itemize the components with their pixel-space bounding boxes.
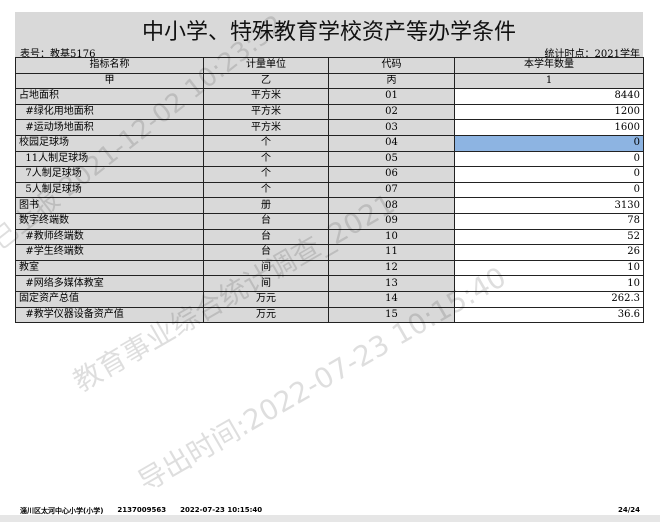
code: 14 <box>328 290 455 308</box>
value-cell[interactable]: 78 <box>454 212 644 230</box>
school-code: 2137009563 <box>117 506 167 514</box>
export-time: 2022-07-23 10:15:40 <box>180 506 263 514</box>
column-code: 1 <box>454 72 644 90</box>
table-row: 占地面积 平方米 01 8440 <box>15 88 644 105</box>
code: 09 <box>328 212 455 230</box>
code: 11 <box>328 244 455 261</box>
table-row: 教室间 12 10 <box>15 259 644 277</box>
unit: 万元 <box>203 306 329 324</box>
value-cell[interactable]: 1600 <box>454 119 644 136</box>
unit: 个 <box>203 134 329 152</box>
column-header: 计量单位 <box>203 57 329 74</box>
indicator-name: 教室 <box>15 259 204 277</box>
code: 12 <box>328 259 455 277</box>
unit: 册 <box>203 197 329 214</box>
column-code: 丙 <box>328 72 455 90</box>
school-name: 淄川区太河中心小学(小学) <box>20 507 104 515</box>
indicator-name: 5人制足球场 <box>15 181 204 199</box>
column-code-row: 甲 乙 丙 1 <box>15 72 644 90</box>
code: 13 <box>328 275 455 292</box>
value-cell[interactable]: 0 <box>454 150 644 168</box>
page-number: 24/24 <box>617 506 640 514</box>
unit: 平方米 <box>203 103 329 121</box>
report-header: 中小学、特殊教育学校资产等办学条件 表号：教基5176 统计时点：2021学年 <box>15 12 643 60</box>
code: 01 <box>328 88 455 105</box>
column-header: 本学年数量 <box>454 57 644 74</box>
table-row: 5人制足球场个 07 0 <box>15 181 644 199</box>
indicator-name: 占地面积 <box>15 88 204 105</box>
indicator-name: 固定资产总值 <box>15 290 204 308</box>
unit: 个 <box>203 181 329 199</box>
table-row: #教师终端数台 10 52 <box>15 228 644 246</box>
code: 03 <box>328 119 455 136</box>
value-cell[interactable]: 0 <box>454 181 644 199</box>
table-row: #学生终端数台 11 26 <box>15 244 644 261</box>
indicator-name: 数字终端数 <box>15 212 204 230</box>
indicator-name: #网络多媒体教室 <box>15 275 204 292</box>
code: 08 <box>328 197 455 214</box>
bottom-bar <box>0 515 660 522</box>
value-cell[interactable]: 3130 <box>454 197 644 214</box>
code: 07 <box>328 181 455 199</box>
indicator-name: #学生终端数 <box>15 244 204 261</box>
indicator-name: #绿化用地面积 <box>15 103 204 121</box>
value-cell[interactable]: 0 <box>454 134 644 152</box>
value-cell[interactable]: 26 <box>454 244 644 261</box>
unit: 台 <box>203 228 329 246</box>
value-cell[interactable]: 10 <box>454 259 644 277</box>
value-cell[interactable]: 10 <box>454 275 644 292</box>
code: 10 <box>328 228 455 246</box>
indicator-name: 校园足球场 <box>15 134 204 152</box>
form-number: 表号：教基5176 <box>20 49 96 60</box>
code: 04 <box>328 134 455 152</box>
value-cell[interactable]: 0 <box>454 166 644 183</box>
indicator-name: 11人制足球场 <box>15 150 204 168</box>
indicator-name: #教学仪器设备资产值 <box>15 306 204 324</box>
value-cell[interactable]: 52 <box>454 228 644 246</box>
value-cell[interactable]: 1200 <box>454 103 644 121</box>
indicator-name: #运动场地面积 <box>15 119 204 136</box>
table-row: 数字终端数台 09 78 <box>15 212 644 230</box>
page-footer: 淄川区太河中心小学(小学) 2137009563 2022-07-23 10:1… <box>20 506 262 516</box>
unit: 台 <box>203 244 329 261</box>
value-cell[interactable]: 36.6 <box>454 306 644 324</box>
indicator-name: #教师终端数 <box>15 228 204 246</box>
unit: 万元 <box>203 290 329 308</box>
unit: 个 <box>203 150 329 168</box>
unit: 间 <box>203 259 329 277</box>
table-row: 7人制足球场个 06 0 <box>15 166 644 183</box>
unit: 台 <box>203 212 329 230</box>
unit: 个 <box>203 166 329 183</box>
column-code: 甲 <box>15 72 204 90</box>
table-row: 校园足球场个 04 0 <box>15 134 644 152</box>
column-header: 代码 <box>328 57 455 74</box>
report-table: 指标名称 计量单位 代码 本学年数量 甲 乙 丙 1 占地面积 平方米 01 8440… <box>15 57 644 324</box>
report-title: 中小学、特殊教育学校资产等办学条件 <box>141 20 516 45</box>
indicator-name: 图书 <box>15 197 204 214</box>
column-code: 乙 <box>203 72 329 90</box>
table-row: #绿化用地面积 平方米 02 1200 <box>15 103 644 121</box>
table-row: 图书册 08 3130 <box>15 197 644 214</box>
code: 05 <box>328 150 455 168</box>
table-row: 11人制足球场个 05 0 <box>15 150 644 168</box>
value-cell[interactable]: 262.3 <box>454 290 644 308</box>
table-row: #运动场地面积 平方米 03 1600 <box>15 119 644 136</box>
table-row: #网络多媒体教室间 13 10 <box>15 275 644 292</box>
code: 02 <box>328 103 455 121</box>
code: 06 <box>328 166 455 183</box>
table-row: 固定资产总值 万元 14 262.3 <box>15 290 644 308</box>
header-row: 指标名称 计量单位 代码 本学年数量 <box>15 57 644 74</box>
indicator-name: 7人制足球场 <box>15 166 204 183</box>
unit: 间 <box>203 275 329 292</box>
column-header: 指标名称 <box>15 57 204 74</box>
unit: 平方米 <box>203 88 329 105</box>
statistics-time: 统计时点：2021学年 <box>544 49 640 60</box>
table-row: #教学仪器设备资产值 万元 15 36.6 <box>15 306 644 324</box>
code: 15 <box>328 306 455 324</box>
value-cell[interactable]: 8440 <box>454 88 644 105</box>
unit: 平方米 <box>203 119 329 136</box>
